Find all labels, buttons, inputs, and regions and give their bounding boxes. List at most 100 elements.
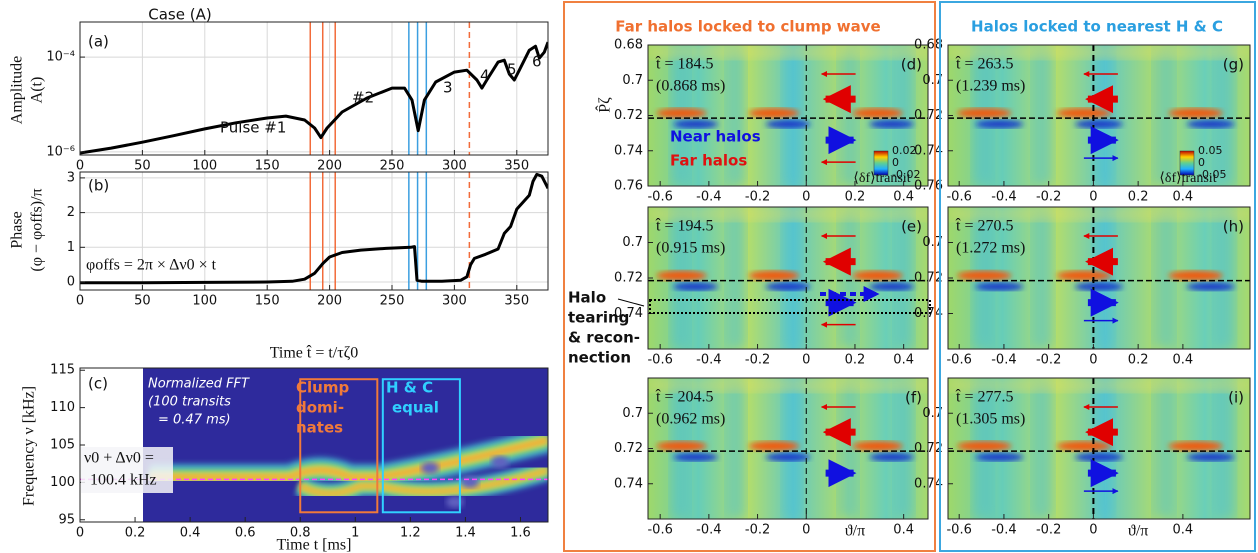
heatmap-band [948, 378, 1250, 392]
heatmap-blob [869, 453, 914, 462]
heatmap-band [648, 45, 928, 59]
heatmap-band [648, 207, 928, 221]
y-tick-label: 0.72 [914, 271, 943, 286]
annotation: Normalized FFT [148, 377, 250, 392]
annotation: t̂ = 263.5 [955, 55, 1013, 73]
heatmap-band [838, 45, 858, 186]
heatmap-band [838, 207, 858, 349]
plot-area [80, 368, 548, 522]
heatmap-blob [1056, 441, 1112, 452]
x-tick-label: 0 [1089, 353, 1097, 368]
panel-label: (b) [88, 177, 109, 195]
annotation: (1.272 ms) [956, 240, 1025, 257]
heatmap-band [948, 45, 1250, 59]
heatmap-band [894, 45, 914, 186]
heatmap-blob [673, 120, 718, 129]
x-tick-label: 0 [802, 523, 810, 538]
annotation: (0.962 ms) [656, 411, 725, 428]
y-tick-label: 0.72 [614, 271, 643, 286]
x-tick-label: 0 [1089, 523, 1097, 538]
y-tick-label: 0.68 [914, 38, 943, 53]
colorbar-tick-label: 0.05 [1198, 144, 1223, 157]
colorbar-tick-label: -0.05 [1198, 168, 1226, 181]
heatmap-blob [1056, 270, 1112, 281]
x-tick-label: 0.4 [1173, 190, 1194, 205]
x-tick-label: 0.4 [1173, 353, 1194, 368]
plot-area [948, 378, 1250, 519]
axes-frame [79, 21, 549, 156]
annotation: t̂ = 184.5 [655, 55, 713, 73]
heatmap-band [1153, 45, 1175, 186]
heatmap-blob [656, 108, 707, 119]
y-tick-label: 0.7 [622, 406, 643, 421]
x-tick-label: 150 [255, 159, 280, 174]
heatmap-blob [656, 270, 707, 281]
y-axis-label: (φ − φoffs)/π [29, 188, 46, 271]
x-axis-label: ϑ/π [845, 523, 865, 540]
annotation: φoffs = 2π × Δν0 × t [86, 257, 217, 274]
annotation: t̂ = 194.5 [655, 217, 713, 235]
heatmap-band [1032, 378, 1054, 519]
y-tick-label: 0.76 [614, 179, 643, 194]
y-tick-label: 0.72 [614, 441, 643, 456]
heatmap-blob [1168, 108, 1223, 119]
heatmap-band [1213, 45, 1235, 186]
x-tick-label: 0.4 [1173, 523, 1194, 538]
panel-c-annotations: (c) Normalized FFT (100 transits = 0.47 … [21, 375, 439, 553]
colorbar-label: ⟨δf⟩transit [1159, 171, 1216, 186]
heatmap-blob [1168, 441, 1223, 452]
x-tick-label: 0.4 [893, 353, 914, 368]
annotation: #2 [352, 89, 374, 107]
annotation: 100.4 kHz [90, 472, 157, 489]
plot-area [948, 45, 1250, 186]
y-tick-label: 2 [67, 205, 75, 220]
annotation: (1.239 ms) [956, 78, 1025, 95]
heatmap-band [1153, 207, 1175, 349]
region-box [299, 378, 379, 514]
annotation: = 0.47 ms) [158, 413, 231, 428]
annotation: 4 [480, 67, 490, 85]
heatmap-blob [461, 476, 479, 488]
y-tick-label: 10⁻⁶ [46, 144, 75, 159]
x-tick-label: 1.2 [400, 526, 421, 541]
y-axis-label: Amplitude [9, 56, 26, 124]
group-header: Far halos locked to clump wave [615, 18, 880, 36]
heatmap-blob [852, 270, 903, 281]
heatmap-blob [869, 120, 914, 129]
x-tick-label: 0.2 [845, 190, 866, 205]
side-note: nection [568, 349, 631, 367]
axes-frame [79, 171, 549, 291]
y-tick-label: 0.7 [922, 406, 943, 421]
x-tick-label: 0.4 [893, 190, 914, 205]
heatmap-band [726, 378, 746, 519]
annotation: 3 [443, 79, 453, 97]
heatmap-band [1032, 45, 1054, 186]
annotation: equal [392, 399, 439, 417]
x-tick-label: -0.4 [991, 523, 1016, 538]
annotation: Near halos [670, 128, 761, 146]
x-tick-label: 100 [192, 294, 217, 309]
y-axis-label: A(t) [29, 77, 46, 104]
annotation: t̂ = 270.5 [955, 217, 1013, 235]
heatmap-band [1213, 378, 1235, 519]
heatmap-blob [1074, 282, 1124, 291]
heatmap-blob [975, 282, 1024, 291]
annotation: ν0 + Δν0 = [84, 450, 154, 467]
x-tick-label: -0.6 [946, 353, 971, 368]
y-tick-label: 0.74 [614, 143, 643, 158]
colorbar-tick-label: 0.02 [892, 144, 917, 157]
heatmap-band [648, 378, 928, 392]
x-tick-label: -0.2 [1036, 523, 1061, 538]
heatmap-blob [1186, 453, 1235, 462]
x-tick-label: -0.2 [745, 523, 770, 538]
y-tick-label: 0.74 [614, 306, 643, 321]
y-tick-label: 0.72 [914, 441, 943, 456]
x-axis-label: ϑ/π [1128, 523, 1148, 540]
heatmap-blob [1186, 120, 1235, 129]
y-tick-label: 1 [67, 240, 75, 255]
x-tick-label: -0.6 [946, 523, 971, 538]
side-note: & recon- [568, 329, 640, 347]
colorbar-tick-label: 0 [1198, 156, 1205, 169]
